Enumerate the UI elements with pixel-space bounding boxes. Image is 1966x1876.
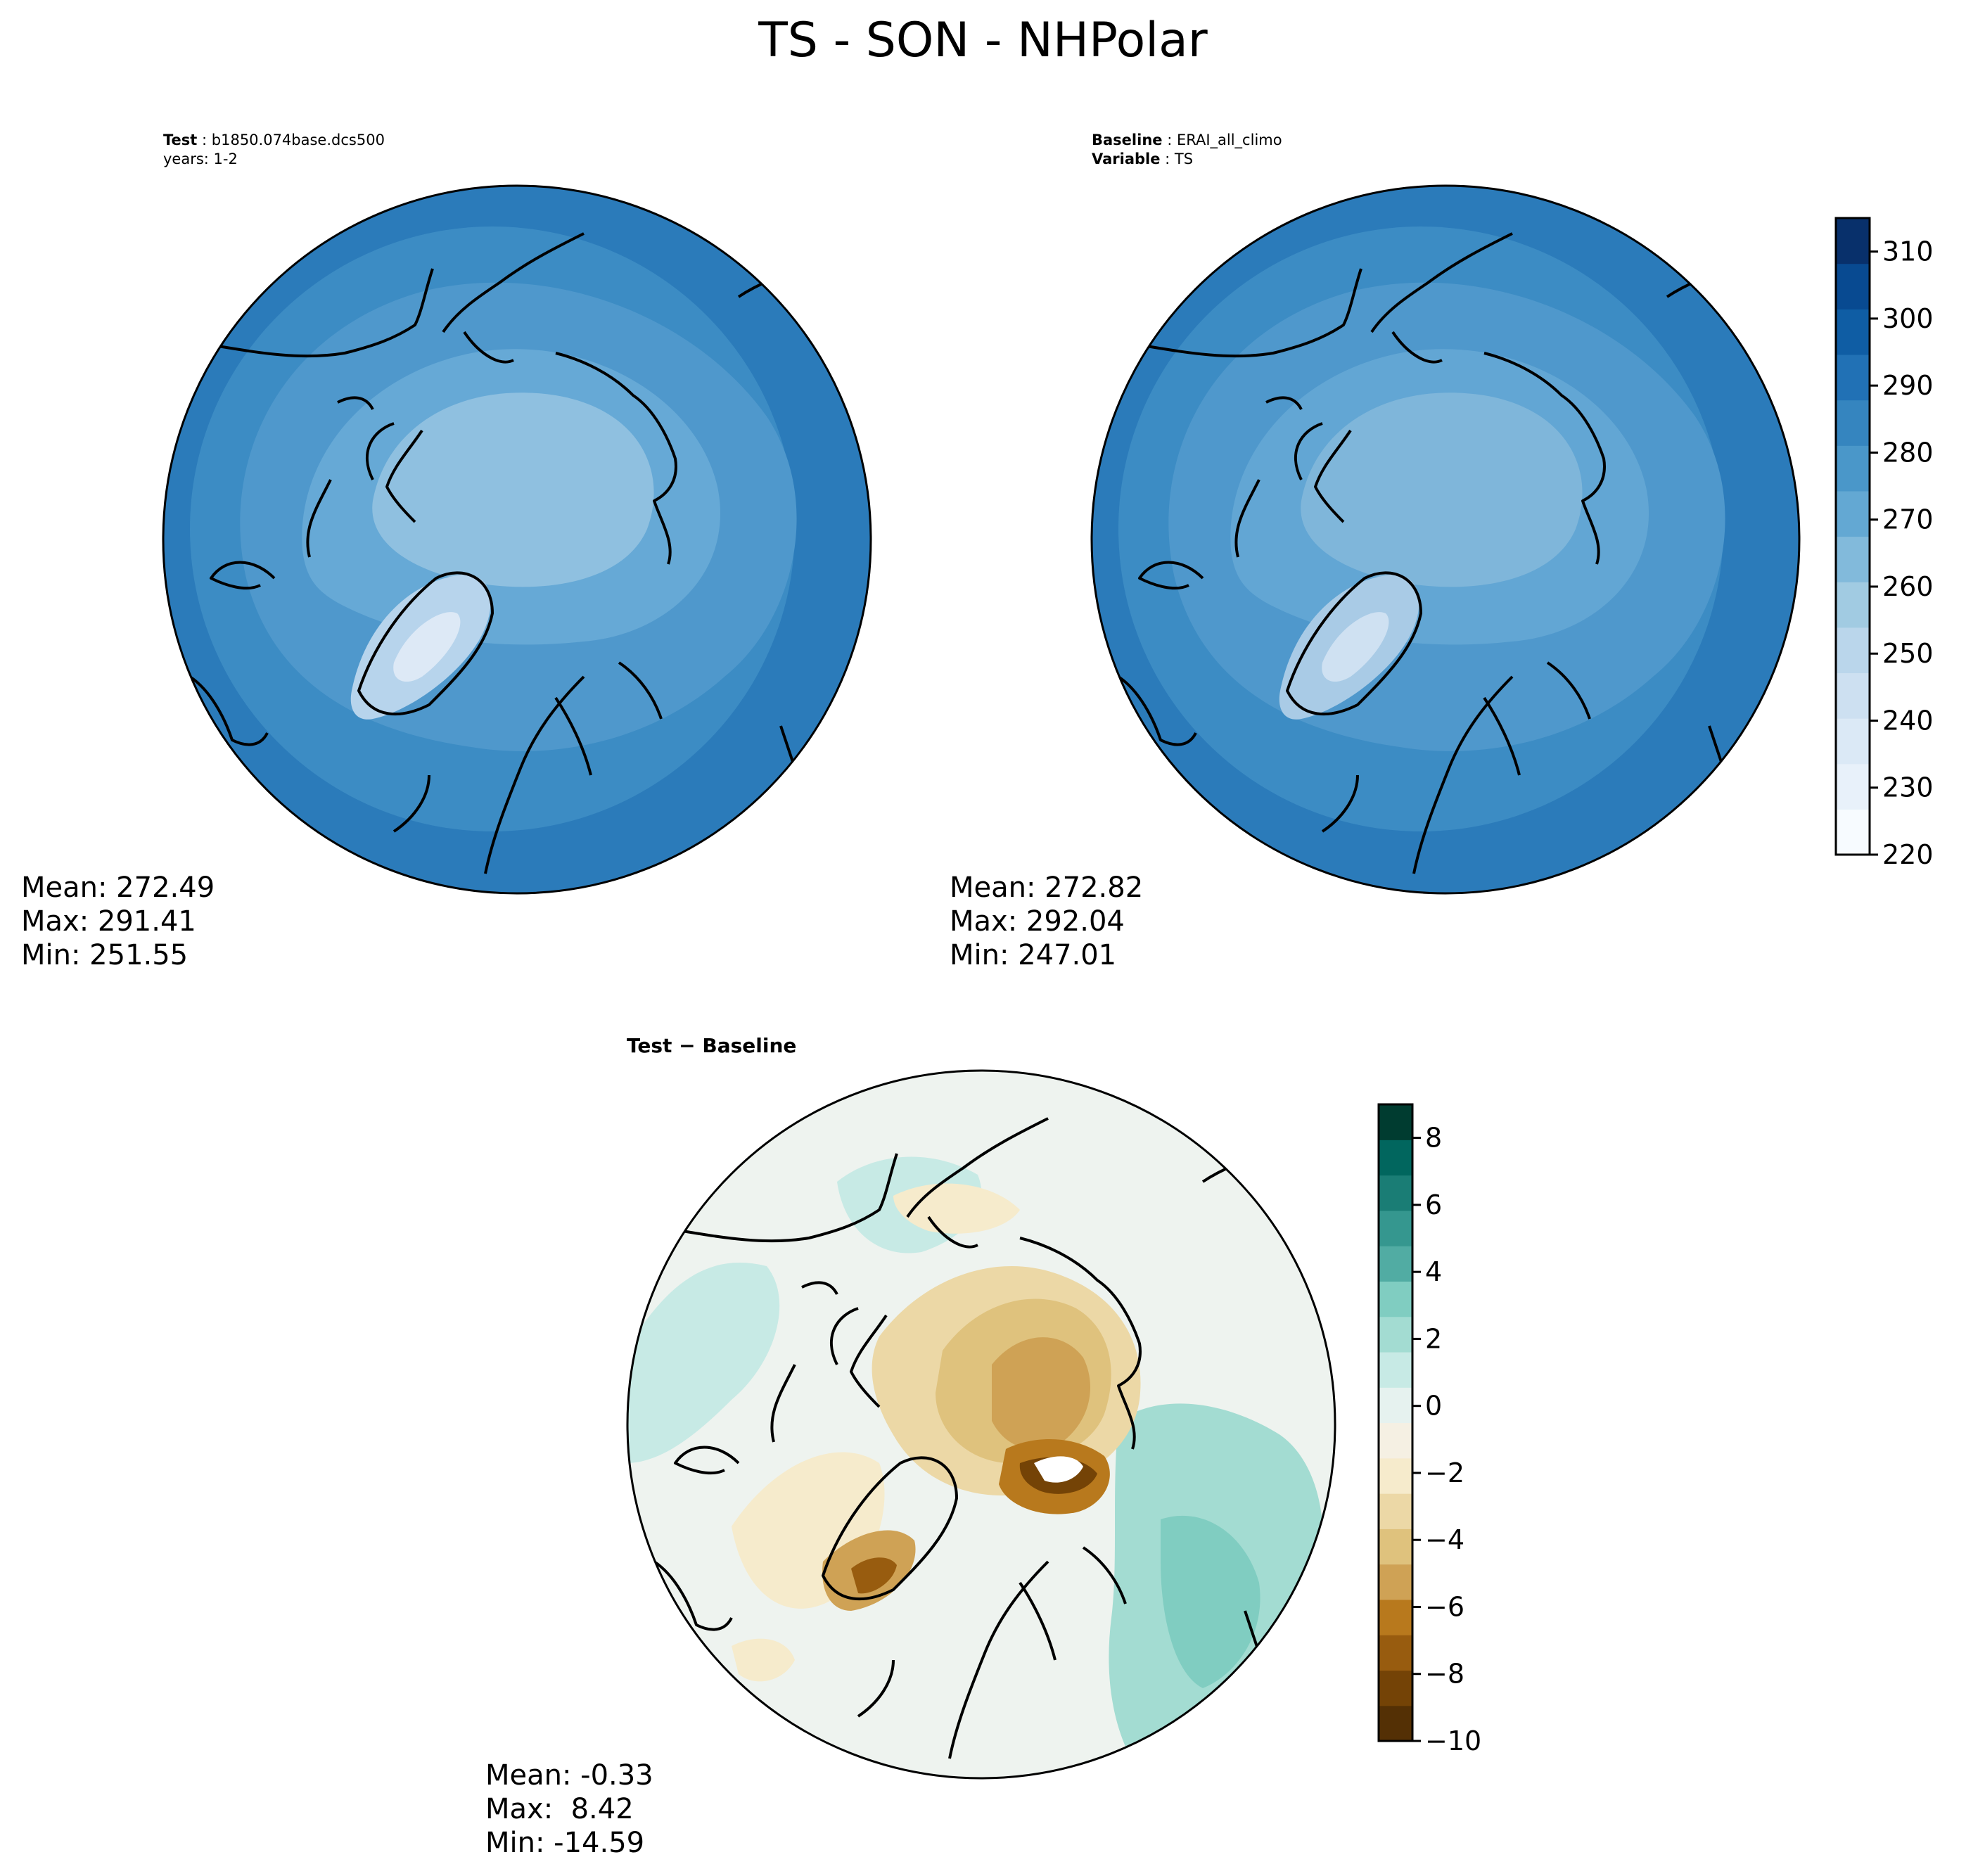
baseline-stats: Mean: 272.82 Max: 292.04 Min: 247.01 (950, 871, 1143, 972)
baseline-field-arctic (1301, 393, 1583, 587)
baseline-header-label: Baseline (1092, 132, 1163, 148)
difference-max: Max: 8.42 (485, 1793, 634, 1825)
difference-field-out-of-range (1034, 1456, 1083, 1483)
test-years: years: 1-2 (163, 151, 238, 167)
main-colorbar-segment (1836, 445, 1870, 492)
difference-mean: Mean: -0.33 (485, 1759, 653, 1792)
difference-colorbar-segment (1379, 1281, 1412, 1317)
difference-field-positive-east-core (1161, 1515, 1260, 1688)
main-colorbar-tick-label: 290 (1882, 370, 1934, 401)
difference-colorbar-frame (1377, 1103, 1414, 1742)
main-colorbar-frame (1834, 217, 1871, 856)
difference-stats: Mean: -0.33 Max: 8.42 Min: -14.59 (485, 1759, 653, 1860)
main-colorbar-tick-label: 250 (1882, 638, 1934, 669)
difference-colorbar-segment (1379, 1493, 1412, 1529)
main-colorbar-segment (1836, 218, 1870, 264)
difference-header: Test − Baseline (627, 1034, 797, 1057)
test-header: Test : b1850.074base.dcs500 years: 1-2 (163, 132, 385, 167)
difference-colorbar: 8 6 4 2 0 −2 −4 −6 −8 −10 (1377, 1103, 1481, 1756)
difference-colorbar-tick-label: −2 (1425, 1457, 1464, 1488)
main-colorbar-segment (1836, 536, 1870, 582)
difference-colorbar-segment (1379, 1670, 1412, 1706)
main-colorbar-tick-label: 260 (1882, 571, 1934, 602)
difference-colorbar-tick-label: 8 (1425, 1123, 1442, 1154)
main-colorbar-segment (1836, 582, 1870, 628)
test-map-boundary (162, 184, 872, 895)
difference-colorbar-segment (1379, 1210, 1412, 1246)
main-colorbar-segment (1836, 263, 1870, 310)
difference-colorbar-segment (1379, 1104, 1412, 1140)
difference-colorbar-segment (1379, 1457, 1412, 1494)
test-field-arctic (372, 393, 654, 587)
main-colorbar-segment (1836, 354, 1870, 401)
main-colorbar: 220 230 240 250 260 270 280 290 300 310 (1834, 217, 1934, 870)
difference-colorbar-segment (1379, 1422, 1412, 1459)
test-header-label: Test (163, 132, 198, 148)
baseline-case-name: ERAI_all_climo (1176, 132, 1282, 148)
main-colorbar-tick-label: 300 (1882, 303, 1934, 334)
main-colorbar-segment (1836, 627, 1870, 674)
difference-field-negative-arctic-3 (992, 1337, 1090, 1449)
test-case-name: b1850.074base.dcs500 (211, 132, 385, 148)
main-colorbar-segment (1836, 490, 1870, 537)
baseline-header: Baseline : ERAI_all_climo Variable : TS (1092, 132, 1282, 167)
variable-header-label: Variable (1092, 151, 1161, 167)
main-colorbar-segment (1836, 309, 1870, 355)
difference-colorbar-segment (1379, 1387, 1412, 1424)
difference-colorbar-segment (1379, 1529, 1412, 1565)
baseline-polar-map (1090, 184, 1801, 895)
main-colorbar-tick-label: 270 (1882, 504, 1934, 535)
difference-colorbar-segment (1379, 1246, 1412, 1282)
difference-field-negative-south (732, 1638, 795, 1682)
main-colorbar-tick-label: 310 (1882, 236, 1934, 267)
difference-colorbar-tick-label: −6 (1425, 1591, 1464, 1622)
baseline-min: Min: 247.01 (950, 939, 1117, 971)
difference-field-greenland-core (851, 1557, 897, 1594)
difference-colorbar-segment (1379, 1316, 1412, 1353)
test-polar-map (162, 184, 872, 895)
difference-colorbar-tick-label: 4 (1425, 1256, 1442, 1287)
difference-colorbar-tick-label: −8 (1425, 1659, 1464, 1690)
main-colorbar-tick-label: 240 (1882, 705, 1934, 736)
difference-colorbar-segment (1379, 1635, 1412, 1671)
difference-colorbar-tick-label: 2 (1425, 1323, 1442, 1354)
main-colorbar-tick-label: 220 (1882, 839, 1934, 870)
main-colorbar-segment (1836, 718, 1870, 765)
difference-colorbar-segment (1379, 1599, 1412, 1635)
test-max: Max: 291.41 (21, 905, 196, 938)
main-colorbar-segment (1836, 672, 1870, 719)
difference-colorbar-segment (1379, 1175, 1412, 1211)
difference-colorbar-segment (1379, 1140, 1412, 1176)
main-colorbar-segment (1836, 400, 1870, 446)
test-field-greenland-core (393, 612, 461, 682)
baseline-map-boundary (1090, 184, 1801, 895)
difference-colorbar-segment (1379, 1564, 1412, 1600)
difference-map-boundary (626, 1069, 1336, 1780)
difference-colorbar-tick-label: 0 (1425, 1391, 1442, 1422)
main-colorbar-segment (1836, 809, 1870, 855)
variable-name: TS (1174, 151, 1194, 167)
baseline-max: Max: 292.04 (950, 905, 1125, 938)
difference-min: Min: -14.59 (485, 1827, 645, 1859)
difference-polar-map (626, 1069, 1336, 1780)
figure-title: TS - SON - NHPolar (758, 13, 1208, 68)
baseline-mean: Mean: 272.82 (950, 872, 1144, 904)
main-colorbar-tick-label: 280 (1882, 437, 1934, 468)
main-colorbar-segment (1836, 763, 1870, 810)
difference-colorbar-tick-label: −4 (1425, 1524, 1464, 1555)
difference-colorbar-tick-label: −10 (1425, 1725, 1481, 1756)
main-colorbar-tick-label: 230 (1882, 772, 1934, 803)
difference-colorbar-segment (1379, 1705, 1412, 1742)
test-stats: Mean: 272.49 Max: 291.41 Min: 251.55 (21, 871, 215, 972)
test-mean: Mean: 272.49 (21, 872, 215, 904)
test-min: Min: 251.55 (21, 939, 189, 971)
difference-colorbar-segment (1379, 1351, 1412, 1388)
difference-field-positive-west (627, 1263, 780, 1463)
baseline-field-greenland-core (1322, 612, 1389, 682)
baseline-coastlines (1117, 232, 1799, 874)
difference-colorbar-tick-label: 6 (1425, 1189, 1442, 1220)
